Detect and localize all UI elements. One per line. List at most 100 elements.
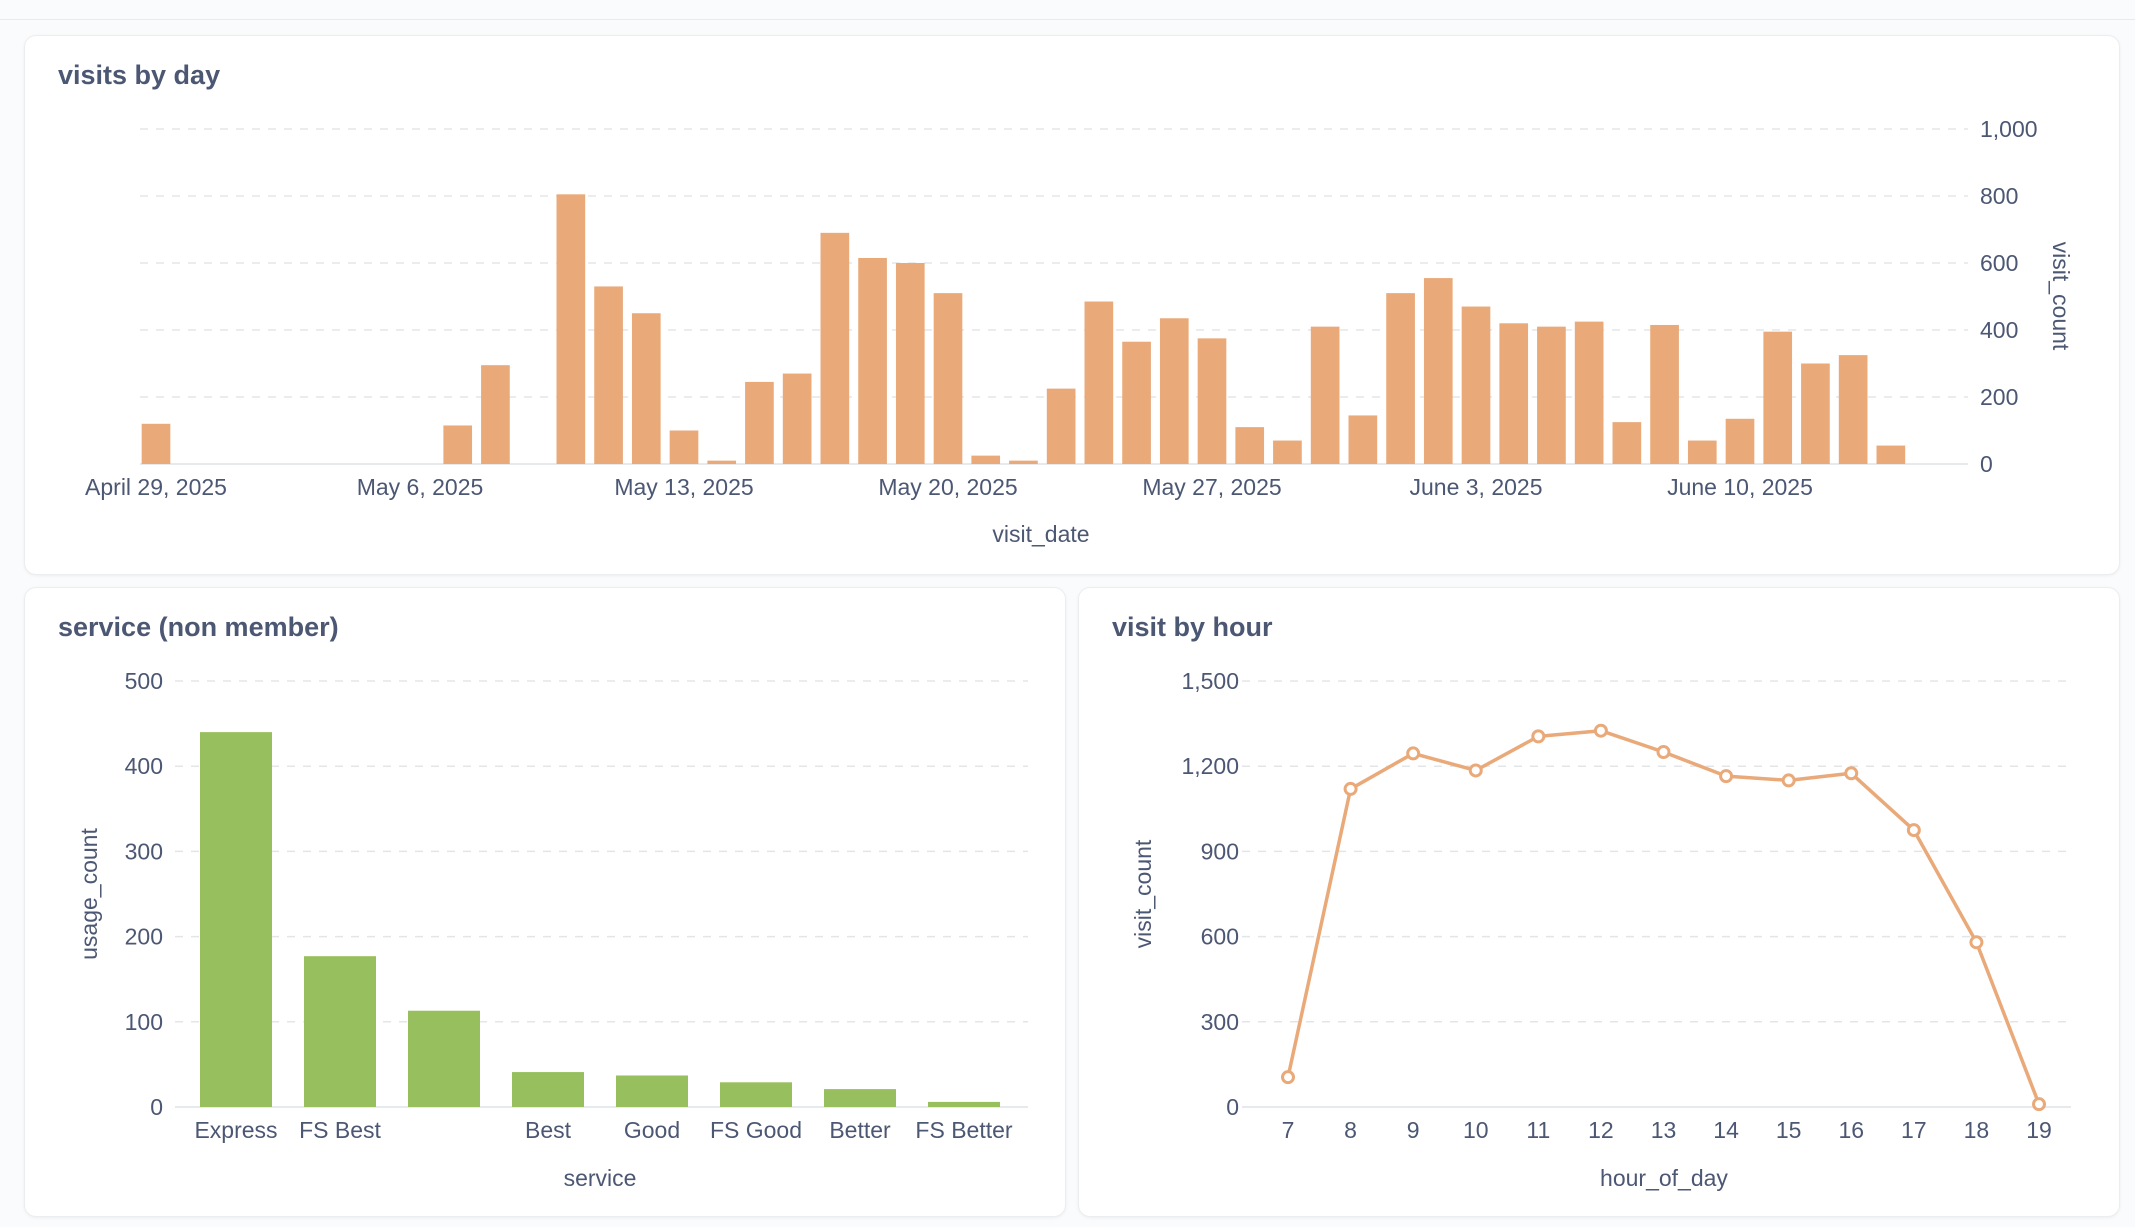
x-tick-label: 12: [1588, 1117, 1614, 1143]
visit-bar: [1574, 321, 1604, 464]
y-tick-label: 100: [125, 1009, 163, 1035]
x-tick-label: 8: [1344, 1117, 1357, 1143]
y-tick-label: 600: [1980, 250, 2018, 276]
visit-bar: [782, 373, 812, 464]
x-tick-label: June 10, 2025: [1667, 474, 1813, 500]
y-tick-label: 0: [1980, 451, 1993, 477]
visit-bar: [1687, 440, 1717, 464]
y-tick-label: 1,000: [1980, 116, 2038, 142]
x-tick-label: May 27, 2025: [1142, 474, 1281, 500]
visit-bar: [858, 257, 887, 464]
x-tick-label: May 20, 2025: [878, 474, 1017, 500]
x-tick-label: 19: [2026, 1117, 2052, 1143]
x-tick-label: 17: [1901, 1117, 1927, 1143]
x-axis-title: visit_date: [992, 521, 1089, 547]
visits-by-day-chart: 0 200 400 600 800 1,000 April 29, 2025 May 6, 2…: [85, 116, 2074, 547]
visits-by-day-card: visits by day 0 200 400 600 800 1,000 April 29…: [24, 35, 2120, 575]
service-bar: [408, 1010, 480, 1107]
service-card: service (non member) 0 100 200 300 400 500 Exp…: [24, 587, 1066, 1217]
visit-bar: [1386, 293, 1415, 464]
visit-bar: [1423, 278, 1453, 464]
x-tick-label: Better: [829, 1117, 891, 1143]
visit-bar: [1348, 415, 1378, 464]
y-tick-label: 600: [1201, 924, 1239, 950]
hour-point: [1593, 723, 1608, 738]
y-tick-label: 200: [1980, 384, 2018, 410]
visit-bar: [1499, 323, 1529, 464]
hour-point: [1969, 935, 1984, 950]
visit-bar: [1046, 388, 1076, 464]
service-bar: [928, 1101, 1000, 1107]
x-tick-label: FS Better: [915, 1117, 1012, 1143]
x-tick-label: Good: [624, 1117, 680, 1143]
x-tick-label: 9: [1407, 1117, 1420, 1143]
service-title: service (non member): [58, 612, 339, 642]
x-tick-label: 18: [1964, 1117, 1990, 1143]
visit-bar: [1838, 355, 1868, 464]
visit-by-hour-card: visit by hour 0 300 600 900 1,200 1,500 7 8 9 10 1…: [1078, 587, 2120, 1217]
service-bar: [824, 1089, 896, 1107]
x-axis-title: service: [564, 1165, 637, 1191]
x-tick-label: 13: [1651, 1117, 1677, 1143]
x-tick-label: FS Best: [299, 1117, 381, 1143]
hour-point: [1281, 1070, 1295, 1085]
y-tick-label: 1,200: [1181, 753, 1239, 779]
visit-bar: [820, 232, 850, 464]
visit-by-hour-chart: 0 300 600 900 1,200 1,500 7 8 9 10 11 12 13 14 15 16 17 1…: [1130, 668, 2071, 1191]
visit-bar: [933, 293, 963, 464]
x-tick-label: 15: [1776, 1117, 1802, 1143]
y-axis-title: usage_count: [76, 828, 102, 960]
x-tick-label: April 29, 2025: [85, 474, 227, 500]
service-bar: [304, 956, 376, 1107]
y-axis-title: visit_count: [2048, 242, 2074, 351]
visit-bar: [481, 365, 510, 464]
y-tick-label: 300: [1201, 1009, 1239, 1035]
x-tick-label: 10: [1463, 1117, 1489, 1143]
service-bar: [616, 1075, 688, 1107]
x-tick-label: 14: [1713, 1117, 1739, 1143]
y-tick-label: 400: [125, 753, 163, 779]
hour-point: [1656, 745, 1671, 759]
x-tick-label: Best: [525, 1117, 572, 1143]
visit-bar: [1197, 338, 1227, 464]
service-bar: [200, 732, 272, 1107]
y-tick-label: 200: [125, 924, 163, 950]
hour-point: [1781, 773, 1796, 788]
x-tick-label: Express: [194, 1117, 277, 1143]
visit-bar: [1763, 331, 1793, 464]
visit-bar: [1537, 326, 1566, 464]
visit-bar: [1009, 460, 1038, 464]
x-axis-title: hour_of_day: [1600, 1165, 1728, 1191]
visit-line: [1286, 728, 2041, 1105]
hour-point: [1531, 729, 1546, 744]
visit-bar: [669, 430, 699, 464]
hour-point: [1343, 781, 1358, 796]
y-tick-label: 0: [150, 1094, 163, 1120]
service-chart: 0 100 200 300 400 500 Express FS Best Best Good FS…: [76, 668, 1028, 1191]
visit-bar: [1876, 445, 1906, 464]
y-tick-label: 900: [1201, 838, 1239, 864]
visit-bar: [1650, 324, 1679, 464]
hour-point: [1719, 769, 1734, 784]
x-tick-label: 7: [1282, 1117, 1295, 1143]
x-tick-label: May 6, 2025: [357, 474, 484, 500]
visit-bar: [1159, 318, 1189, 464]
hour-point: [2032, 1097, 2046, 1112]
hour-point: [1844, 766, 1859, 781]
visit-bar: [1725, 418, 1755, 464]
top-bar: [0, 0, 2135, 20]
visit-bar: [745, 381, 774, 464]
visit-bar: [141, 423, 171, 464]
visit-bar: [1612, 422, 1642, 464]
visit-bar: [1235, 427, 1265, 464]
x-tick-label: June 3, 2025: [1409, 474, 1542, 500]
x-tick-label: FS Good: [710, 1117, 802, 1143]
visit-bar: [1310, 326, 1340, 464]
x-tick-label: May 13, 2025: [614, 474, 753, 500]
hour-point: [1468, 763, 1483, 778]
y-tick-label: 400: [1980, 317, 2018, 343]
service-bar: [720, 1082, 792, 1107]
y-tick-label: 800: [1980, 183, 2018, 209]
visit-bar: [1273, 440, 1302, 464]
visit-bar: [707, 460, 737, 464]
